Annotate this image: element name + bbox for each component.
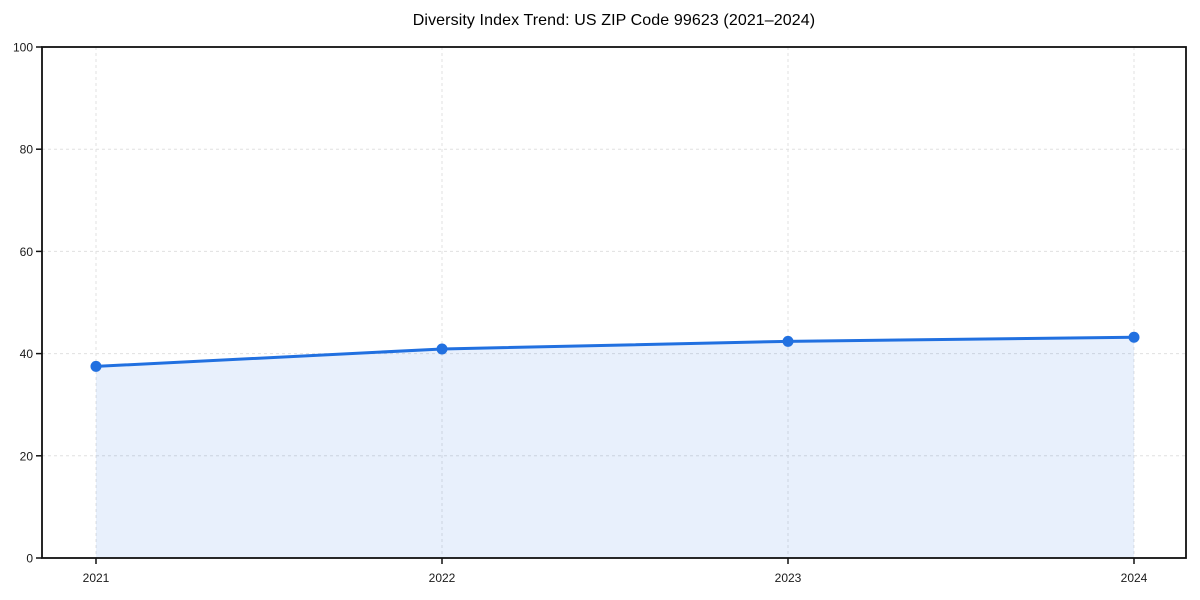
x-tick-label: 2024 — [1121, 571, 1148, 585]
trend-line — [94, 335, 1136, 368]
data-point — [1128, 331, 1140, 343]
x-tick-label: 2023 — [775, 571, 802, 585]
chart-title: Diversity Index Trend: US ZIP Code 99623… — [412, 12, 816, 29]
data-point — [436, 343, 448, 355]
y-tick-label: 80 — [20, 143, 34, 157]
x-tick-label: 2021 — [83, 571, 110, 585]
area-fill — [96, 337, 1134, 558]
y-tick-label: 100 — [13, 41, 33, 55]
y-tick-label: 0 — [26, 552, 33, 566]
y-tick-label: 40 — [20, 347, 34, 361]
data-point — [90, 360, 102, 372]
data-point — [782, 335, 794, 347]
y-tick-label: 20 — [20, 449, 34, 463]
axis-spines — [41, 46, 1187, 559]
y-tick-label: 60 — [20, 245, 34, 259]
x-tick-label: 2022 — [429, 571, 456, 585]
